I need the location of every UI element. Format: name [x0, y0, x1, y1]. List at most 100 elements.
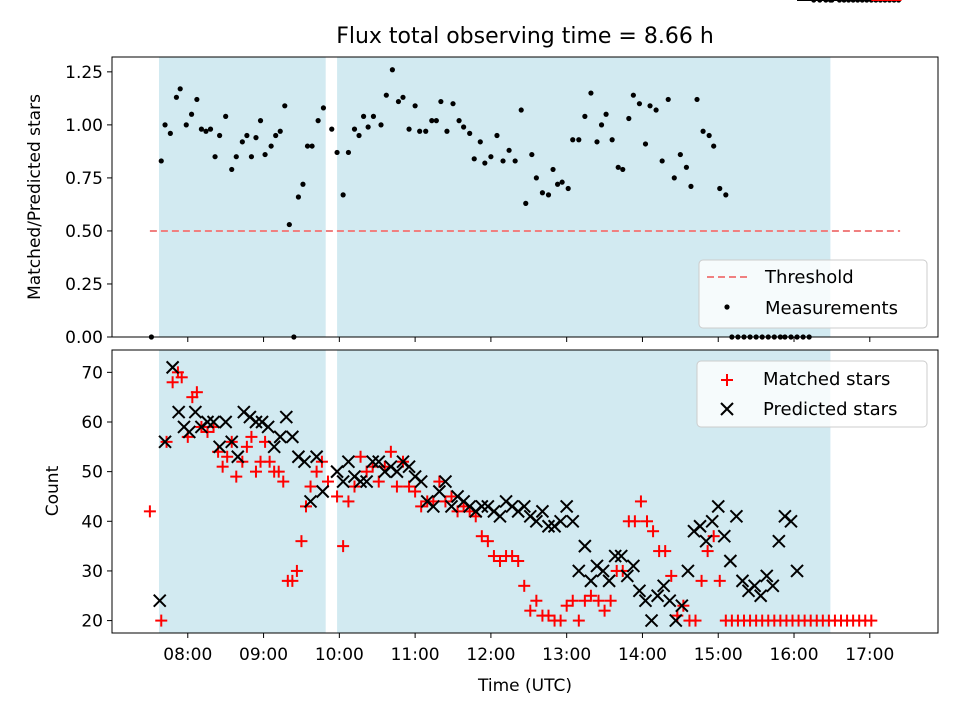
matched-star-point — [481, 535, 494, 548]
predicted-star-point — [438, 474, 453, 489]
matched-star-point — [506, 550, 519, 563]
matched-star-point — [175, 371, 188, 384]
predicted-star-point — [729, 509, 744, 524]
predicted-star-point — [218, 415, 233, 429]
measurement-point — [636, 101, 643, 107]
measurement-point — [488, 154, 494, 160]
matched-star-point — [865, 614, 878, 627]
predicted-star-point — [669, 613, 683, 628]
top-panel: 0.00 0.25 0.50 0.75 1.00 1.25 Matched/Predict… — [25, 0, 939, 348]
predicted-star-point — [303, 494, 318, 509]
measurement-point — [559, 179, 565, 185]
measurement-point — [615, 164, 621, 170]
measurement-point — [345, 149, 352, 156]
measurement-point — [262, 151, 268, 158]
measurement-point — [665, 96, 671, 103]
predicted-star-point — [158, 435, 172, 449]
matched-star-point — [190, 386, 203, 399]
measurement-point — [477, 139, 483, 145]
measurement-point — [444, 128, 450, 134]
matched-star-point — [272, 465, 285, 478]
y-tick-label: 50 — [81, 463, 103, 483]
x-tick-label: 13:00 — [542, 645, 591, 665]
measurement-point — [677, 151, 683, 158]
predicted-star-point — [231, 450, 245, 464]
measurement-point — [494, 132, 500, 139]
y-tick-label: 20 — [81, 612, 103, 632]
predicted-star-point — [225, 435, 239, 449]
predicted-star-point — [315, 484, 330, 499]
predicted-star-point — [620, 569, 635, 583]
predicted-star-point — [365, 455, 380, 469]
matched-star-point — [493, 555, 506, 568]
matched-star-point — [677, 599, 690, 612]
predicted-star-point — [414, 474, 428, 489]
matched-star-point — [560, 599, 573, 612]
predicted-star-point — [766, 579, 780, 593]
predicted-star-point — [206, 415, 221, 429]
predicted-star-point — [372, 455, 386, 469]
matched-star-point — [160, 435, 173, 448]
predicted-star-point — [747, 579, 762, 593]
measurement-point — [429, 118, 435, 124]
measurement-point — [626, 115, 632, 122]
measurement-point — [378, 122, 384, 128]
measurement-point — [500, 158, 506, 164]
measurement-point — [383, 92, 389, 98]
matched-star-point — [554, 614, 567, 627]
measurement-point — [711, 143, 717, 149]
measurement-point — [207, 126, 214, 132]
matched-star-point — [342, 495, 355, 508]
predicted-star-point — [723, 554, 738, 568]
predicted-star-point — [529, 514, 544, 528]
predicted-star-point — [188, 405, 203, 419]
matched-star-point — [512, 555, 525, 568]
measurement-point — [723, 192, 729, 198]
measurement-point — [351, 126, 358, 132]
matched-star-point — [245, 430, 258, 443]
measurement-point — [356, 132, 362, 139]
predicted-star-point — [638, 594, 653, 608]
predicted-star-point — [171, 405, 186, 419]
y-tick-label: 0.75 — [65, 169, 103, 189]
measurement-point — [700, 128, 706, 134]
predicted-star-point — [402, 459, 416, 474]
measurement-point — [203, 128, 209, 134]
matched-star-point — [249, 465, 262, 478]
measurement-point — [194, 96, 200, 103]
top-ylabel: Matched/Predicted stars — [25, 94, 45, 300]
legend-matched-swatch — [721, 374, 733, 386]
measurement-point — [198, 126, 205, 132]
bottom-legend: Matched stars Predicted stars — [696, 360, 928, 428]
predicted-star-point — [772, 534, 786, 548]
predicted-star-point — [390, 464, 404, 479]
measurement-point — [320, 105, 327, 111]
measurement-point — [370, 113, 377, 119]
predicted-star-point — [182, 425, 197, 439]
measurement-point — [620, 166, 626, 173]
measurement-point — [565, 185, 571, 192]
matched-star-point — [310, 465, 323, 478]
measurement-point — [173, 94, 180, 100]
matched-star-point — [524, 604, 537, 617]
measurement-point — [268, 143, 274, 149]
matched-star-point — [337, 540, 350, 553]
matched-star-point — [166, 376, 179, 389]
measurement-point — [850, 0, 856, 3]
matched-star-point — [445, 490, 458, 503]
predicted-star-point — [426, 499, 441, 514]
measurement-point — [609, 137, 615, 143]
matched-star-point — [331, 490, 344, 503]
predicted-star-point — [285, 430, 300, 444]
matched-star-point — [518, 579, 531, 592]
matched-star-point — [659, 545, 672, 558]
matched-star-point — [384, 445, 397, 458]
measurement-point — [304, 143, 311, 149]
measurement-point — [845, 0, 852, 3]
measurement-point — [167, 130, 173, 136]
measurement-point — [158, 158, 164, 164]
measurement-point — [659, 158, 665, 164]
x-tick-label: 17:00 — [845, 645, 894, 665]
measurement-point — [239, 139, 245, 145]
measurement-point — [588, 90, 594, 96]
